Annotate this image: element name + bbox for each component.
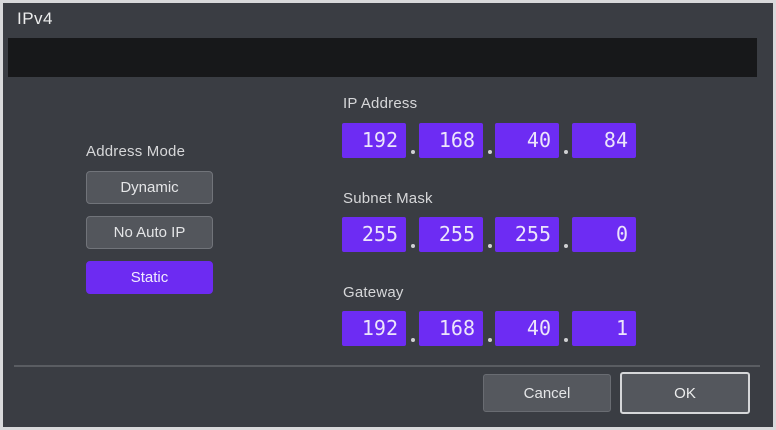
- ip-address-octet-1[interactable]: 192: [342, 123, 406, 158]
- subnet-mask-octet-3[interactable]: 255: [495, 217, 559, 252]
- octet-separator-dot: [488, 338, 492, 342]
- address-mode-static-button[interactable]: Static: [86, 261, 213, 294]
- address-mode-no-auto-ip-button[interactable]: No Auto IP: [86, 216, 213, 249]
- octet-separator-dot: [411, 150, 415, 154]
- page-title: IPv4: [17, 9, 54, 28]
- octet-separator-dot: [488, 150, 492, 154]
- octet-separator-dot: [564, 338, 568, 342]
- octet-separator-dot: [411, 338, 415, 342]
- gateway-octet-1[interactable]: 192: [342, 311, 406, 346]
- gateway-label: Gateway: [343, 284, 404, 301]
- octet-separator-dot: [564, 150, 568, 154]
- octet-separator-dot: [564, 244, 568, 248]
- value-entry-bar[interactable]: [8, 38, 757, 77]
- octet-separator-dot: [411, 244, 415, 248]
- subnet-mask-octet-1[interactable]: 255: [342, 217, 406, 252]
- ip-address-octet-2[interactable]: 168: [419, 123, 483, 158]
- address-mode-dynamic-button[interactable]: Dynamic: [86, 171, 213, 204]
- gateway-octet-2[interactable]: 168: [419, 311, 483, 346]
- subnet-mask-label: Subnet Mask: [343, 190, 433, 207]
- subnet-mask-octet-2[interactable]: 255: [419, 217, 483, 252]
- ip-address-octet-4[interactable]: 84: [572, 123, 636, 158]
- subnet-mask-octet-4[interactable]: 0: [572, 217, 636, 252]
- ip-address-octet-3[interactable]: 40: [495, 123, 559, 158]
- address-mode-label: Address Mode: [86, 143, 186, 160]
- ip-address-label: IP Address: [343, 95, 418, 112]
- cancel-button[interactable]: Cancel: [483, 374, 611, 412]
- gateway-octet-3[interactable]: 40: [495, 311, 559, 346]
- octet-separator-dot: [488, 244, 492, 248]
- ok-button[interactable]: OK: [620, 372, 750, 414]
- footer-divider: [14, 365, 760, 367]
- gateway-octet-4[interactable]: 1: [572, 311, 636, 346]
